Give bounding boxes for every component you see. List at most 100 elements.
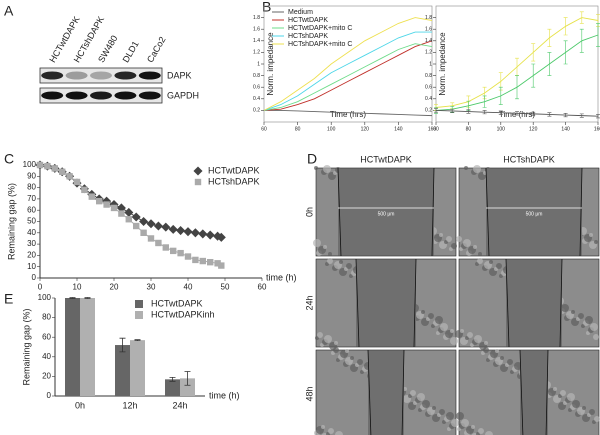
cell: [334, 341, 338, 345]
cell: [489, 260, 493, 264]
bar: [115, 345, 130, 396]
cell: [456, 412, 464, 420]
error-bar: [563, 40, 568, 65]
cell: [477, 258, 483, 264]
lane-label: CaCo2: [145, 35, 168, 64]
cell: [357, 359, 363, 365]
cell: [324, 335, 332, 343]
wound-gap: [486, 168, 582, 256]
cell: [464, 166, 468, 170]
band-label: DAPK: [167, 70, 192, 80]
point: [155, 239, 162, 247]
wound-edge: [413, 258, 417, 348]
legend-label: HCTwtDAPK: [151, 298, 203, 308]
x-tick-label: 80: [295, 126, 301, 132]
series-line: [263, 40, 433, 111]
cell: [473, 245, 477, 249]
row-label: 0h: [304, 207, 314, 217]
y-tick-label: 100: [23, 160, 37, 169]
y-tick-label: 0.6: [425, 85, 432, 91]
y-tick-label: 40: [27, 228, 36, 237]
point: [81, 186, 88, 194]
y-tick-label: 0: [32, 273, 37, 282]
x-tick-label: 60: [258, 283, 267, 292]
error-bar: [579, 113, 584, 118]
point: [116, 203, 126, 213]
wound-edge: [355, 258, 360, 348]
error-bar: [547, 112, 552, 117]
error-bar: [169, 376, 176, 382]
cell: [478, 252, 482, 256]
point: [118, 210, 125, 217]
error-bar: [466, 109, 471, 114]
bar: [180, 378, 195, 396]
cell: [410, 390, 416, 396]
cell: [474, 335, 482, 343]
legend-marker: [193, 166, 203, 176]
point: [190, 228, 200, 238]
error-bar: [69, 297, 76, 299]
wound-edge: [519, 349, 524, 435]
y-axis-title: Remaining gap (%): [6, 183, 16, 260]
cell: [589, 233, 593, 237]
cell: [428, 313, 434, 319]
point: [170, 247, 177, 255]
cell: [582, 406, 586, 410]
wound-edge: [367, 349, 372, 435]
panel-label: A: [4, 3, 14, 19]
point: [51, 165, 58, 172]
x-tick-label: 12h: [122, 400, 137, 410]
wound-edge: [545, 349, 549, 435]
cell: [589, 409, 595, 415]
error-bar: [134, 339, 141, 342]
point: [205, 230, 215, 240]
error-bar: [119, 337, 126, 353]
point: [133, 222, 140, 230]
y-tick-label: 60: [27, 205, 36, 214]
point: [177, 249, 184, 257]
series-line: [39, 164, 222, 266]
point: [96, 197, 103, 205]
bar: [80, 298, 95, 396]
x-tick-label: 10: [73, 283, 82, 292]
error-bar: [498, 110, 503, 115]
cell: [435, 316, 443, 324]
y-tick-label: 50: [27, 217, 36, 226]
point: [59, 168, 66, 175]
x-tick-label: 120: [361, 126, 370, 132]
blot-band: [41, 71, 64, 80]
series-line: [263, 31, 432, 111]
wound-edge: [559, 258, 563, 348]
cell: [328, 252, 332, 256]
error-bar: [531, 111, 536, 116]
cell: [450, 329, 454, 333]
x-tick-label: 100: [497, 126, 506, 132]
y-tick-label: 80: [27, 183, 36, 192]
legend-label: HCTshDAPK+mito C: [288, 41, 352, 48]
point: [146, 219, 156, 229]
y-tick-label: 100: [38, 293, 52, 302]
y-tick-label: 1.8: [253, 15, 260, 21]
y-tick-label: 0.8: [253, 73, 260, 79]
y-tick-label: 0.2: [425, 108, 432, 114]
point: [73, 178, 81, 186]
cell: [590, 323, 598, 331]
cell: [473, 165, 481, 173]
cell: [321, 425, 325, 429]
y-tick-label: 20: [42, 372, 51, 381]
blot-band: [90, 71, 112, 80]
cell: [446, 236, 452, 242]
error-bar: [531, 63, 536, 88]
series-line: [264, 109, 433, 117]
point: [88, 193, 95, 200]
wound-edge: [401, 349, 405, 435]
cell: [585, 316, 593, 324]
bar: [165, 379, 180, 396]
error-bar: [596, 23, 600, 47]
cell: [339, 260, 343, 264]
y-tick-label: 90: [27, 171, 36, 180]
y-tick-label: 10: [27, 262, 36, 271]
blot-band: [114, 91, 137, 100]
y-tick-label: 1: [257, 61, 260, 67]
